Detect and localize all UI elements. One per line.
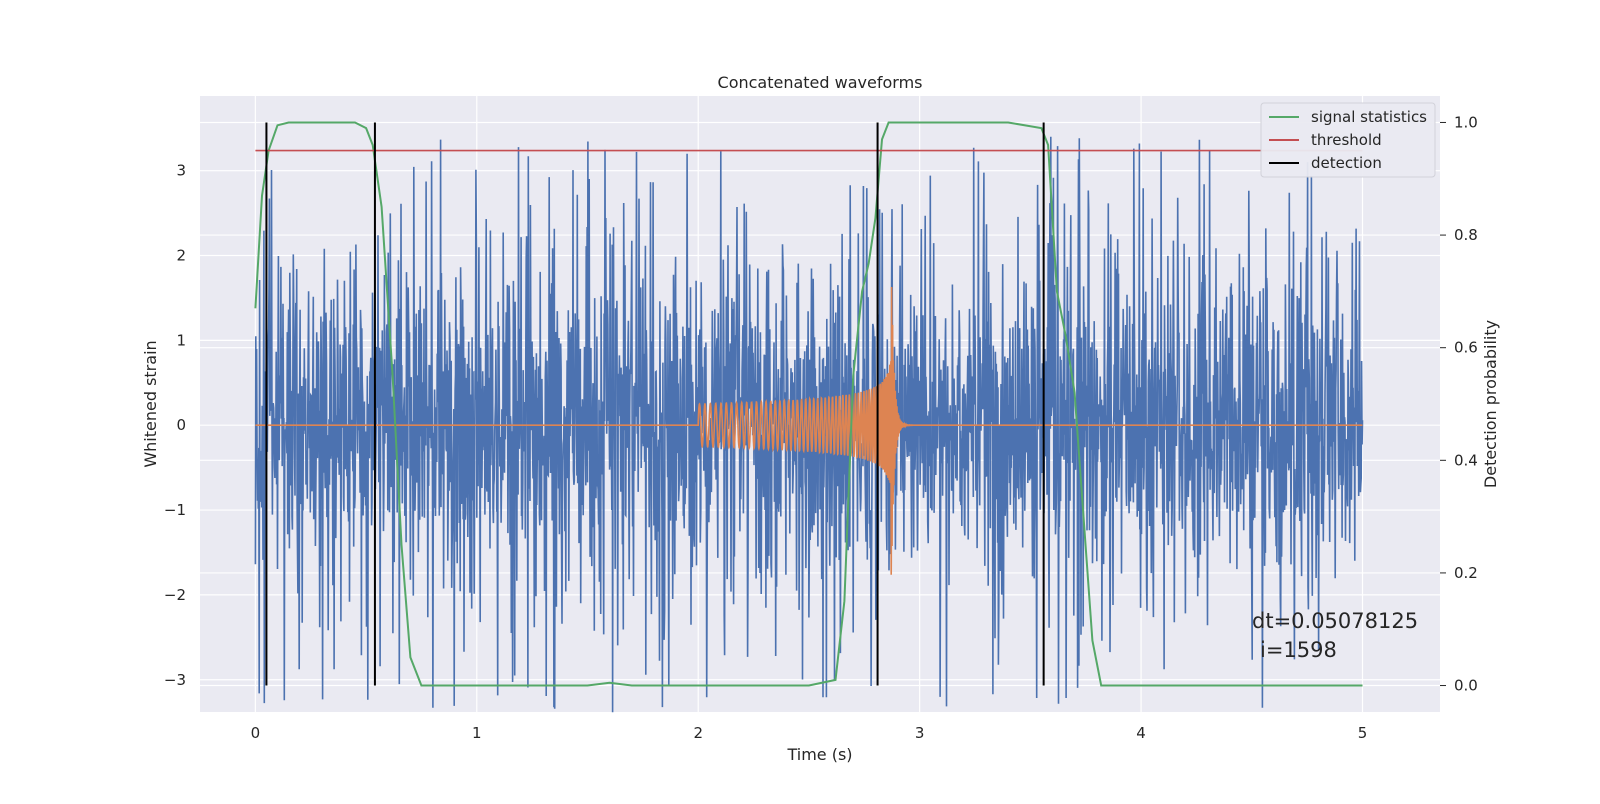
y-tick-label: 2 (176, 247, 186, 265)
right-axis-label: Detection probability (1481, 320, 1500, 488)
legend-label-detection: detection (1311, 154, 1382, 172)
signal-statistics-series (254, 121, 1363, 687)
x-tick-label: 3 (915, 724, 925, 742)
legend-label-signal-statistics: signal statistics (1311, 108, 1427, 126)
x-tick-label: 2 (693, 724, 703, 742)
y-tick-label: 3 (176, 162, 186, 180)
detection-lines (265, 122, 1045, 686)
y-tick-label: −1 (164, 501, 186, 519)
right-axis-ticks: 0.0 0.2 0.4 0.6 0.8 1.0 (1440, 113, 1478, 695)
y-tick-label: 1 (176, 331, 186, 349)
legend: signal statistics threshold detection (1260, 102, 1436, 178)
signal-statistics-line (254, 121, 1363, 687)
x-tick-label: 1 (472, 724, 482, 742)
annotation-dt: dt=0.05078125 (1252, 609, 1418, 633)
x-tick-label: 0 (251, 724, 261, 742)
right-tick-label: 0.2 (1454, 564, 1478, 582)
right-tick-label: 0.8 (1454, 226, 1478, 244)
right-tick-label: 0.0 (1454, 677, 1478, 695)
y-tick-label: 0 (176, 416, 186, 434)
y-tick-label: −2 (164, 586, 186, 604)
right-tick-label: 0.6 (1454, 339, 1478, 357)
y-tick-label: −3 (164, 671, 186, 689)
y-axis-label: Whitened strain (141, 340, 160, 467)
strain-line (254, 136, 1364, 713)
y-axis-ticks: −3 −2 −1 0 1 2 3 (164, 162, 186, 689)
x-axis-label: Time (s) (786, 745, 852, 764)
strain-series (254, 136, 1364, 713)
x-tick-label: 5 (1358, 724, 1368, 742)
plot-area (254, 121, 1364, 713)
x-axis-ticks: 0 1 2 3 4 5 (251, 724, 1368, 742)
waveform-series (255, 286, 1363, 575)
legend-label-threshold: threshold (1311, 131, 1382, 149)
right-tick-label: 0.4 (1454, 451, 1478, 469)
waveform-line (255, 286, 1363, 575)
annotation-i: i=1598 (1260, 638, 1337, 662)
x-tick-label: 4 (1136, 724, 1146, 742)
legend-box (1260, 102, 1436, 178)
chart-title: Concatenated waveforms (718, 73, 923, 92)
right-tick-label: 1.0 (1454, 113, 1478, 131)
annotation: dt=0.05078125 i=1598 (1252, 609, 1418, 662)
